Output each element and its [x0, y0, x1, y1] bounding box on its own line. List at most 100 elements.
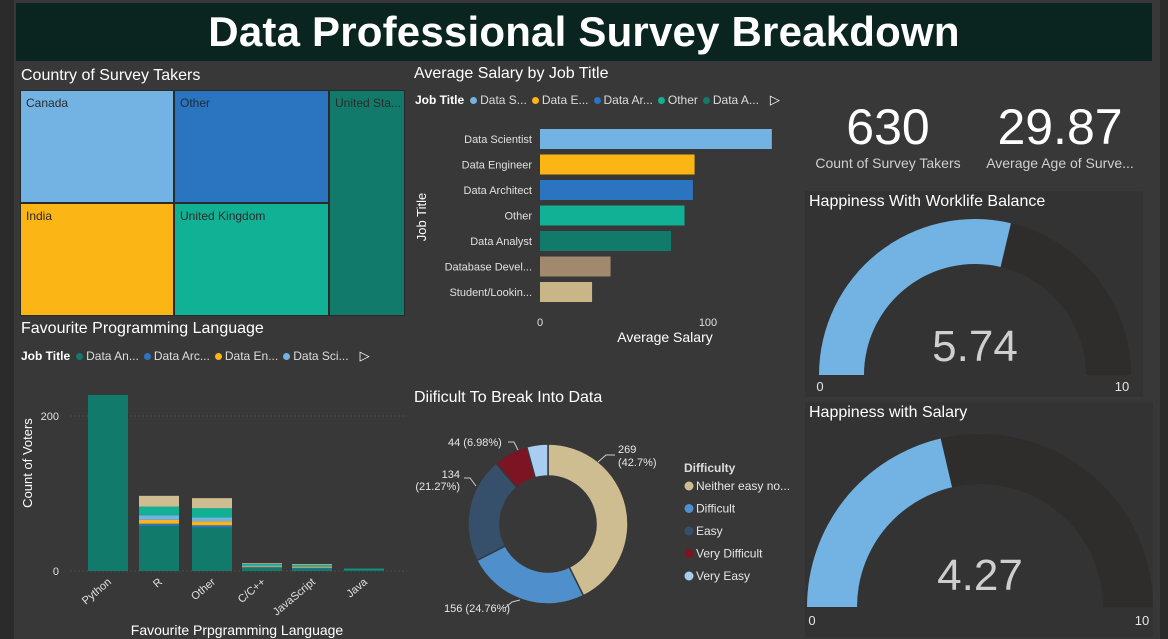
donut-slice: [525, 443, 549, 479]
language-legend-item[interactable]: Data En...: [214, 349, 279, 363]
legend-label: Data E...: [541, 93, 589, 107]
language-bar-segment: [192, 517, 232, 522]
treemap-cell-united-kingdom[interactable]: United Kingdom: [174, 203, 329, 316]
legend-dot-icon: [531, 96, 539, 104]
language-bar-segment: [192, 508, 232, 518]
legend-label: Other: [667, 93, 698, 107]
salary-legend-item[interactable]: Data S...: [470, 93, 527, 107]
donut-legend-label: Very Difficult: [696, 547, 763, 561]
language-bar-segment: [292, 564, 332, 567]
salary-legend-item[interactable]: Data Ar...: [593, 93, 653, 107]
donut-legend-title: Difficulty: [684, 461, 736, 475]
donut-data-label: 156 (24.76%): [444, 603, 510, 615]
donut-data-label: 44 (6.98%): [448, 437, 502, 449]
gauge-min-label: 0: [816, 379, 823, 394]
language-bar-segment: [292, 567, 332, 568]
salary-gauge: 4.27 0 10: [807, 434, 1153, 628]
donut-chart-title: Diificult To Break Into Data: [414, 389, 603, 406]
gauge-value: 4.27: [937, 551, 1023, 600]
salary-legend-item[interactable]: Data E...: [531, 93, 589, 107]
language-bar-segment: [242, 567, 282, 568]
language-bar-segment: [139, 506, 179, 516]
legend-next-arrow-icon[interactable]: ▷: [359, 348, 370, 363]
legend-dot-icon: [684, 549, 694, 558]
salary-bar: [540, 231, 672, 251]
right-edge: [1160, 0, 1168, 639]
salary-x-axis-label: Average Salary: [617, 329, 712, 345]
donut-data-label: 134: [442, 469, 460, 481]
legend-next-arrow-icon[interactable]: ▷: [769, 92, 780, 107]
legend-dot-icon: [143, 352, 151, 360]
salary-category-label: Student/Lookin...: [449, 287, 532, 299]
language-x-axis-label: Favourite Prpgramming Language: [131, 622, 344, 638]
worklife-gauge-title: Happiness With Worklife Balance: [809, 193, 1046, 210]
treemap-cell-india[interactable]: India: [20, 203, 174, 316]
gauge-max-label: 10: [1135, 613, 1149, 628]
donut-legend-label: Easy: [696, 524, 723, 538]
salary-x-tick: 0: [537, 317, 543, 329]
language-y-axis-label: Count of Voters: [20, 418, 35, 508]
legend-dot-icon: [684, 571, 694, 581]
treemap-cell-canada[interactable]: Canada: [20, 90, 174, 203]
salary-legend-item[interactable]: Data A...: [702, 93, 759, 107]
salary-category-label: Data Analyst: [470, 236, 532, 248]
country-treemap: Canada Other United Sta... India United …: [20, 90, 405, 316]
language-category-label: C/C++: [236, 576, 268, 606]
worklife-gauge: 5.74 0 10: [816, 218, 1131, 394]
difficulty-donut-chart: 269(42.7%) 156 (24.76%) 134(21.27%) 44 (6.9…: [415, 437, 790, 615]
gauge-max-label: 10: [1115, 379, 1129, 394]
legend-dot-icon: [702, 96, 710, 104]
gauge-fill: [819, 218, 1011, 375]
language-category-label: JavaScript: [271, 576, 318, 618]
salary-y-axis-label: Job Title: [414, 193, 429, 241]
treemap-title: Country of Survey Takers: [21, 67, 201, 84]
treemap-cell-label: Canada: [26, 96, 69, 110]
language-bar-segment: [139, 515, 179, 520]
legend-label: Data En...: [224, 349, 279, 363]
legend-label: Data Sci...: [293, 349, 349, 363]
salary-gauge-title: Happiness with Salary: [809, 404, 968, 421]
language-legend: Job Title Data An... Data Arc... Data En..…: [21, 348, 370, 364]
salary-chart-title: Average Salary by Job Title: [414, 65, 609, 82]
legend-label: Data S...: [480, 93, 527, 107]
legend-dot-icon: [214, 352, 222, 360]
treemap-cell-label: United Kingdom: [180, 209, 266, 223]
language-legend-title: Job Title: [21, 349, 71, 363]
legend-dot-icon: [283, 352, 291, 360]
treemap-cell-label: Other: [180, 96, 211, 110]
language-legend-item[interactable]: Data Sci...: [283, 349, 349, 363]
legend-label: Data Arc...: [153, 349, 210, 363]
donut-legend-label: Neither easy no...: [696, 479, 790, 493]
legend-dot-icon: [593, 96, 601, 104]
treemap-cell-other[interactable]: Other: [174, 90, 329, 203]
language-bar-segment: [292, 564, 332, 565]
language-legend-item[interactable]: Data Arc...: [143, 349, 210, 363]
language-y-tick: 0: [53, 566, 59, 578]
donut-data-label: 269: [618, 444, 636, 456]
language-bar-segment: [192, 521, 232, 526]
language-bar-segment: [139, 495, 179, 507]
donut-data-label: (21.27%): [415, 481, 460, 493]
donut-leader-line: [504, 599, 521, 609]
treemap-cell-united-states[interactable]: United Sta...: [329, 90, 405, 316]
salary-bar: [540, 129, 772, 149]
language-bar-segment: [192, 498, 232, 509]
language-bar-segment: [192, 527, 232, 571]
average-age-label: Average Age of Surve...: [986, 155, 1134, 171]
salary-legend-item[interactable]: Other: [657, 93, 698, 107]
language-category-label: R: [151, 576, 165, 590]
gauge-fill: [807, 438, 953, 607]
donut-leader-line: [464, 477, 477, 487]
language-bar-segment: [344, 569, 384, 571]
legend-dot-icon: [470, 96, 478, 104]
dashboard-title: Data Professional Survey Breakdown: [208, 8, 960, 55]
language-legend-item[interactable]: Data An...: [76, 349, 139, 363]
donut-legend-label: Difficult: [696, 502, 736, 516]
language-bar-segment: [139, 526, 179, 571]
language-bar-segment: [242, 566, 282, 568]
salary-bar: [540, 154, 695, 175]
language-bar-segment: [242, 564, 282, 566]
salary-bar-chart: Data Scientist Data Engineer Data Architec…: [414, 129, 772, 345]
donut-data-label: (42.7%): [618, 457, 657, 469]
language-category-label: Other: [189, 576, 218, 603]
